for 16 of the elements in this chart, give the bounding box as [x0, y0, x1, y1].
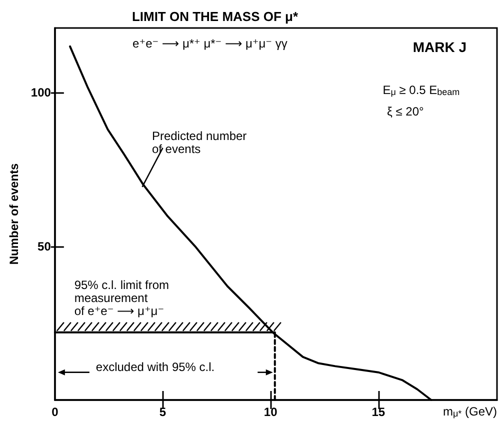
annotation: Predicted number of events — [152, 128, 247, 156]
x-tick-label: 0 — [52, 405, 59, 419]
annotation: excluded with 95% c.l. — [96, 360, 215, 374]
x-tick-label: 5 — [159, 405, 166, 419]
chart-title: LIMIT ON THE MASS OF μ* — [132, 9, 299, 24]
y-tick-label: 50 — [38, 239, 52, 254]
y-tick-label: 100 — [30, 86, 52, 100]
annotation: MARK J — [412, 38, 467, 55]
x-tick-label: 10 — [264, 405, 278, 419]
annotation: 95% c.l. limit from measurement of e⁺e⁻ ⟶ μ⁺μ⁻ — [74, 278, 170, 318]
annotation: e⁺e⁻ ⟶ μ*⁺ μ*⁻ ⟶ μ⁺μ⁻ γγ — [132, 36, 288, 51]
y-axis-title: Number of events — [7, 163, 21, 265]
x-axis-title: mμ* (GeV) — [442, 404, 498, 418]
annotation: ξ ≤ 20° — [387, 104, 424, 118]
x-tick-label: 15 — [372, 405, 386, 419]
annotation: Eμ ≥ 0.5 Ebeam — [382, 82, 460, 97]
